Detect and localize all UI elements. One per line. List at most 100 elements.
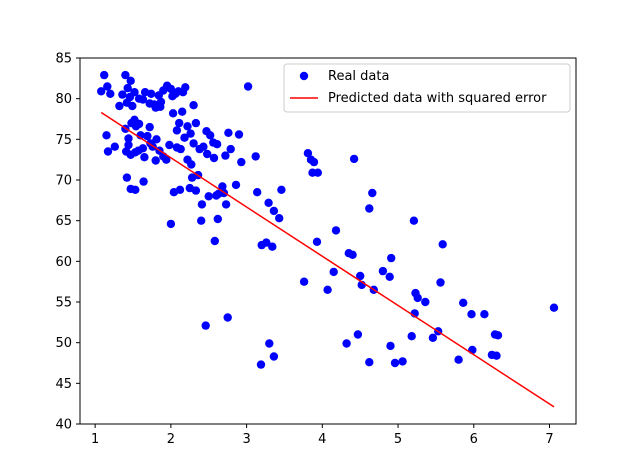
real-data-point: [175, 185, 185, 194]
real-data-point: [162, 155, 171, 164]
real-data-point: [139, 177, 148, 186]
real-data-point: [130, 88, 139, 97]
real-data-point: [97, 87, 106, 96]
real-data-point: [237, 157, 246, 167]
real-data-point: [122, 173, 132, 182]
real-data-point: [189, 101, 198, 110]
x-tick-label: 1: [91, 432, 99, 447]
real-data-point: [201, 321, 210, 330]
axes-frame: [79, 57, 577, 425]
real-data-point: [262, 238, 271, 247]
real-data-point: [178, 107, 187, 116]
y-tick-label: 65: [55, 214, 72, 229]
real-data-point: [409, 216, 419, 225]
real-data-point: [124, 134, 133, 143]
real-data-point: [212, 191, 221, 200]
real-data-point: [124, 140, 133, 150]
predicted-line: [100, 111, 555, 408]
real-data-point: [390, 358, 400, 368]
real-data-point: [467, 310, 476, 319]
real-data-point: [275, 214, 284, 223]
real-data-point: [303, 149, 313, 158]
x-tick-label: 7: [545, 432, 553, 447]
real-data-point: [356, 271, 365, 281]
y-tick-label: 40: [55, 418, 72, 433]
real-data-point: [329, 267, 338, 277]
real-data-point: [186, 129, 195, 138]
real-data-point: [493, 331, 503, 340]
real-data-point: [386, 341, 395, 351]
real-data-point: [172, 126, 182, 135]
real-data-point: [218, 182, 227, 191]
real-data-point: [165, 140, 174, 150]
real-data-point: [197, 216, 206, 225]
real-data-point: [191, 186, 201, 195]
real-data-point: [234, 130, 244, 139]
real-data-point: [413, 293, 422, 303]
real-data-point: [151, 156, 160, 165]
real-data-point: [378, 266, 388, 276]
real-data-point: [265, 339, 274, 348]
real-data-point: [189, 139, 198, 148]
real-data-point: [387, 253, 396, 263]
real-data-point: [145, 122, 154, 132]
real-data-point: [143, 131, 152, 141]
real-data-point: [269, 352, 279, 361]
y-tick-label: 55: [55, 296, 72, 311]
real-data-point: [181, 83, 190, 92]
real-data-point: [407, 332, 416, 341]
real-data-points: [97, 70, 559, 369]
real-data-point: [115, 101, 124, 111]
real-data-point: [454, 355, 463, 364]
real-data-point: [549, 303, 559, 312]
real-data-point: [206, 131, 215, 140]
real-data-point: [385, 272, 394, 281]
real-data-point: [103, 147, 113, 156]
real-data-point: [152, 135, 161, 144]
real-data-point: [100, 70, 109, 80]
real-data-point: [168, 109, 178, 118]
real-data-point: [353, 330, 363, 339]
real-data-point: [203, 149, 212, 159]
legend-label-real-data: Real data: [328, 69, 389, 84]
real-data-point: [176, 144, 185, 154]
real-data-point: [197, 200, 207, 209]
real-data-point: [103, 82, 112, 91]
real-data-point: [480, 310, 489, 319]
y-tick-label: 50: [55, 336, 72, 351]
real-data-point: [121, 70, 130, 80]
x-tick-label: 2: [167, 432, 175, 447]
real-data-point: [277, 185, 286, 194]
x-tick-label: 3: [242, 432, 250, 447]
real-data-point: [134, 119, 144, 129]
real-data-point: [187, 160, 196, 169]
real-data-point: [199, 142, 208, 151]
real-data-point: [309, 157, 319, 167]
real-data-point: [209, 153, 219, 163]
real-data-point: [223, 313, 232, 322]
real-data-point: [147, 89, 156, 99]
real-data-point: [156, 97, 166, 107]
real-data-point: [349, 154, 359, 164]
real-data-point: [312, 237, 322, 246]
legend-marker-real-data: [299, 71, 309, 81]
real-data-point: [106, 89, 115, 99]
real-data-point: [123, 83, 132, 93]
real-data-point: [204, 192, 213, 201]
real-data-point: [175, 118, 184, 128]
y-tick-label: 70: [55, 174, 72, 189]
y-tick-label: 80: [55, 92, 72, 107]
real-data-point: [213, 214, 222, 224]
real-data-point: [323, 285, 332, 294]
real-data-point: [269, 206, 279, 216]
real-data-point: [492, 351, 501, 360]
real-data-point: [210, 236, 219, 246]
real-data-point: [459, 298, 468, 307]
legend-box: [283, 63, 571, 113]
real-data-point: [368, 188, 377, 198]
real-data-point: [313, 168, 322, 177]
real-data-point: [221, 151, 230, 160]
real-data-point: [428, 333, 438, 342]
